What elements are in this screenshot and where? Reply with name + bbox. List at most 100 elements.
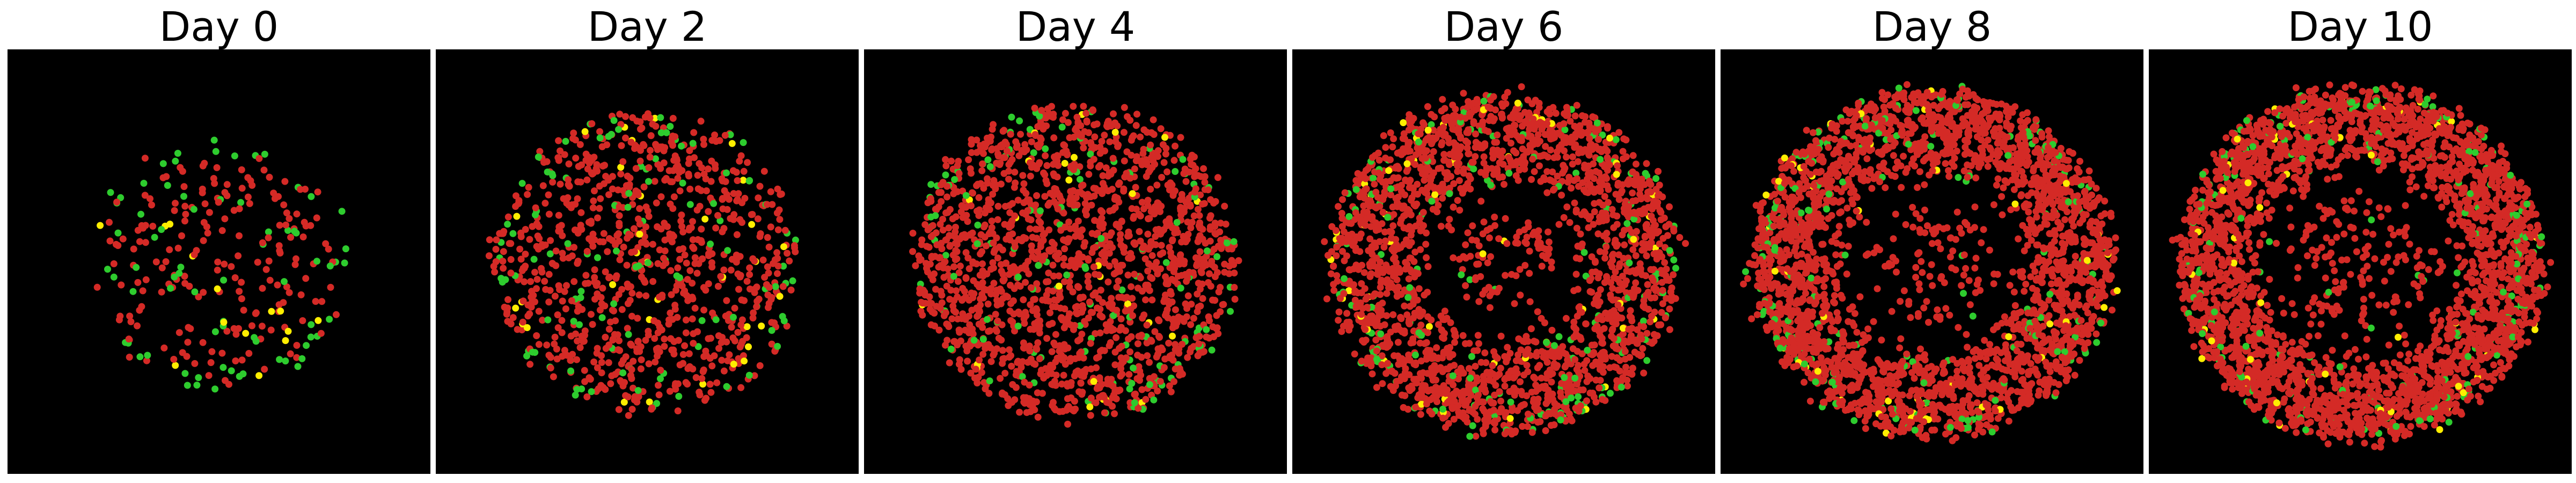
cell-dot	[1569, 153, 1576, 160]
cell-dot	[1146, 358, 1153, 366]
cell-dot	[698, 317, 706, 324]
cell-dot	[689, 315, 696, 323]
cell-dot	[737, 321, 745, 328]
cell-dot	[1085, 129, 1092, 136]
cell-dot	[740, 167, 748, 175]
cell-dot	[646, 398, 653, 406]
cell-dot	[1074, 217, 1082, 225]
cell-dot	[610, 300, 618, 308]
cell-dot	[746, 271, 753, 279]
cell-dot	[1676, 234, 1684, 241]
cell-dot	[1048, 380, 1056, 388]
cell-dot	[625, 412, 632, 419]
cell-dot	[1387, 191, 1394, 199]
cell-dot	[1096, 305, 1104, 313]
cell-dot	[1075, 231, 1083, 239]
cell-dot	[1188, 218, 1196, 226]
cell-dot	[760, 167, 768, 175]
cell-dot	[708, 362, 716, 370]
cell-dot	[268, 308, 275, 315]
cell-dot	[1647, 181, 1655, 188]
cell-dot	[645, 259, 652, 266]
cell-dot	[1034, 248, 1042, 255]
cell-dot	[1390, 174, 1397, 181]
cell-dot	[1534, 131, 1542, 138]
cell-dot	[1330, 262, 1337, 270]
cell-dot	[942, 309, 949, 317]
cell-dot	[1423, 229, 1430, 237]
cell-dot	[567, 357, 574, 364]
cell-dot	[1337, 295, 1344, 302]
cell-dot	[1170, 378, 1177, 385]
cell-dot	[1081, 239, 1088, 246]
cell-dot	[1213, 253, 1221, 260]
cell-dot	[674, 313, 681, 321]
cell-dot	[244, 193, 252, 201]
cell-dot	[1339, 196, 1346, 203]
cell-dot	[674, 174, 682, 182]
cell-dot	[1116, 326, 1124, 334]
cell-dot	[727, 131, 734, 138]
cell-dot	[1044, 201, 1052, 209]
cell-dot	[1377, 323, 1384, 330]
cell-dot	[1060, 209, 1067, 217]
cell-dot	[1109, 402, 1116, 410]
cell-dot	[1652, 175, 1660, 182]
cell-dot	[1152, 152, 1160, 159]
cell-dot	[1029, 253, 1036, 260]
cell-dot	[932, 229, 940, 237]
cell-dot	[1024, 258, 1032, 265]
cell-dot	[181, 370, 189, 377]
cell-dot	[1107, 339, 1114, 346]
cell-dot	[1623, 220, 1631, 227]
cell-dot	[1475, 340, 1482, 347]
cell-dot	[1328, 248, 1335, 255]
cell-dot	[1586, 135, 1593, 142]
cell-dot	[653, 199, 660, 207]
cell-dot	[134, 322, 141, 330]
cell-dot	[1162, 273, 1169, 281]
cell-dot	[1512, 161, 1519, 169]
cell-dot	[912, 262, 919, 269]
cell-dot	[670, 232, 677, 240]
cell-dot	[1142, 396, 1150, 403]
cell-dot	[985, 390, 993, 397]
cell-dot	[1370, 174, 1377, 182]
cell-dot	[1004, 395, 1012, 402]
cell-dot	[972, 365, 979, 373]
cell-dot	[731, 304, 738, 312]
cell-dot	[1368, 370, 1376, 378]
cell-dot	[238, 295, 245, 303]
cell-dot	[570, 318, 577, 325]
cell-dot	[333, 311, 340, 318]
cell-dot	[1512, 427, 1519, 435]
cell-dot	[507, 269, 515, 277]
cell-dot	[1015, 152, 1023, 159]
cell-dot	[939, 226, 947, 234]
cell-dot	[1007, 317, 1015, 324]
cell-dot	[1056, 408, 1063, 415]
cell-dot	[313, 214, 320, 222]
cell-dot	[1480, 372, 1487, 380]
cell-dot	[1404, 294, 1412, 301]
cell-dot	[681, 251, 689, 259]
cell-dot	[516, 245, 524, 253]
cell-dot	[774, 185, 781, 193]
cell-dot	[1664, 232, 1671, 239]
cell-dot	[1548, 378, 1555, 386]
cell-dot	[740, 352, 747, 360]
cell-dot	[1632, 279, 1640, 287]
cell-dot	[1072, 355, 1079, 362]
cell-dot	[574, 195, 581, 202]
cell-dot	[976, 272, 984, 279]
cell-dot	[1418, 400, 1425, 408]
cell-dot	[172, 157, 179, 165]
cell-dot	[1513, 233, 1520, 241]
cell-dot	[1424, 329, 1431, 336]
cell-dot	[1011, 184, 1018, 191]
cell-dot	[600, 230, 608, 237]
cell-dot	[628, 375, 635, 382]
cell-dot	[149, 223, 157, 230]
cell-dot	[1518, 83, 1525, 91]
cell-dot	[546, 287, 554, 294]
